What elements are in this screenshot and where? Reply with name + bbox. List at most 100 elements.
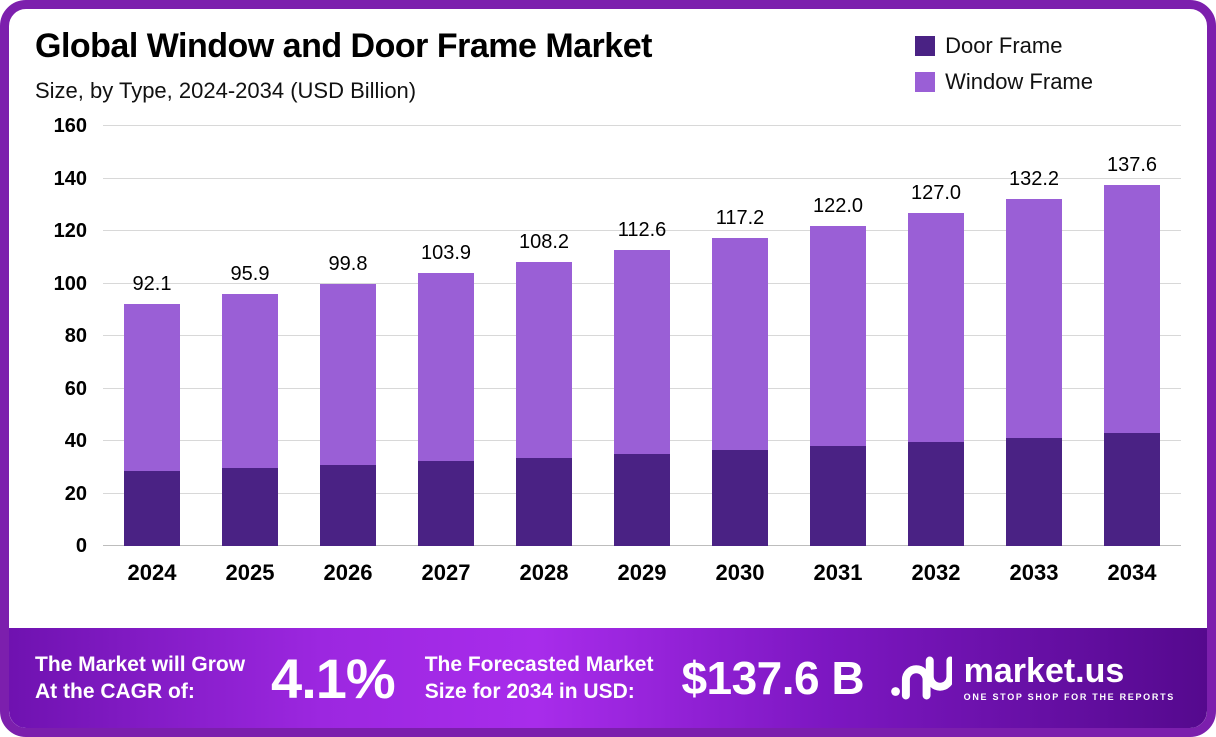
y-axis-tick-label: 20 [64, 482, 87, 505]
bar-slot-2024: 92.1 [103, 126, 201, 546]
legend-item-door-frame: Door Frame [915, 33, 1093, 59]
forecast-label: The Forecasted Market Size for 2034 in U… [425, 651, 654, 706]
market-us-logo-icon [890, 656, 952, 700]
x-axis-label: 2033 [1009, 560, 1059, 585]
bar-total-label: 92.1 [132, 273, 172, 296]
bar-segment-window-frame [418, 273, 474, 462]
bar-slot-2027: 103.9 [397, 126, 495, 546]
legend: Door Frame Window Frame [915, 27, 1181, 95]
bar-segment-window-frame [516, 262, 572, 458]
bar-total-label: 99.8 [328, 253, 368, 276]
legend-color-swatch-window-frame [915, 72, 936, 92]
bar-segment-window-frame [1006, 198, 1062, 438]
bar-slot-2032: 127.0 [887, 126, 985, 546]
bar-slot-2033: 132.2 [985, 126, 1083, 546]
bar-total-label: 112.6 [617, 219, 667, 242]
bar-2028 [516, 262, 572, 546]
forecast-label-line2: Size for 2034 in USD: [424, 680, 635, 703]
x-axis: 2024 2025 2026 2027 2028 2029 2030 2031 2032 2033… [103, 560, 1181, 586]
forecast-label-line1: The Forecasted Market [424, 652, 654, 676]
plot-area: 92.1 95.9 99.8 103.9 108.2 112.6 117.2 122.0 127… [103, 125, 1181, 546]
bar-slot-2034: 137.6 [1083, 126, 1181, 546]
header: Global Window and Door Frame Market Size… [35, 27, 1181, 104]
bar-2025 [222, 294, 278, 546]
bar-slot-2026: 99.8 [299, 126, 397, 546]
x-axis-label: 2029 [617, 560, 667, 585]
bar-segment-door-frame [222, 468, 278, 546]
bar-total-label: 95.9 [230, 263, 270, 286]
bar-2029 [614, 250, 670, 546]
x-axis-label: 2027 [421, 560, 471, 585]
bar-segment-door-frame [418, 461, 474, 546]
logo-text: market.us ONE STOP SHOP FOR THE REPORTS [964, 654, 1175, 702]
bar-slot-2025: 95.9 [201, 126, 299, 546]
bars-row: 92.1 95.9 99.8 103.9 108.2 112.6 117.2 122.0 127… [103, 126, 1181, 546]
bar-slot-2029: 112.6 [593, 126, 691, 546]
bar-2031 [810, 225, 866, 546]
cagr-value: 4.1% [271, 646, 396, 710]
x-axis-label: 2032 [911, 560, 961, 585]
bar-total-label: 103.9 [420, 242, 472, 265]
y-axis-tick-label: 80 [64, 325, 87, 347]
bar-total-label: 132.2 [1008, 167, 1060, 190]
stacked-bar-chart: 0 20 40 60 80 100 120 140 160 92.1 95.9 99.8 103.9 1… [35, 115, 1181, 586]
bar-segment-door-frame [320, 464, 376, 546]
bar-segment-door-frame [124, 471, 180, 546]
bar-segment-door-frame [908, 442, 964, 546]
legend-label-window-frame: Window Frame [945, 69, 1093, 94]
bar-segment-window-frame [614, 250, 670, 455]
bar-segment-door-frame [614, 454, 670, 546]
gridline [103, 125, 1181, 126]
y-axis-tick-label: 0 [75, 535, 87, 557]
x-axis-label: 2026 [323, 560, 373, 585]
bar-2032 [908, 212, 964, 546]
legend-item-window-frame: Window Frame [915, 69, 1093, 95]
chart-subtitle: Size, by Type, 2024-2034 (USD Billion) [35, 78, 417, 103]
bar-segment-door-frame [810, 446, 866, 546]
legend-color-swatch-door-frame [915, 36, 936, 56]
bar-segment-window-frame [222, 294, 278, 469]
bar-2033 [1006, 198, 1062, 546]
bar-total-label: 127.0 [910, 181, 962, 204]
y-axis-tick-label: 120 [53, 220, 87, 242]
bar-segment-door-frame [516, 457, 572, 546]
bar-total-label: 122.0 [812, 194, 864, 217]
y-axis-tick-label: 160 [53, 115, 87, 137]
bar-segment-window-frame [1104, 184, 1160, 434]
bar-segment-window-frame [810, 225, 866, 447]
bar-segment-door-frame [712, 450, 768, 546]
x-axis-label: 2031 [813, 560, 863, 585]
y-axis-tick-label: 60 [64, 377, 87, 400]
x-axis-label: 2034 [1107, 560, 1157, 585]
gridline [103, 230, 1181, 231]
page-title: Global Window and Door Frame Market [35, 27, 652, 65]
bar-segment-door-frame [1006, 437, 1062, 546]
gridline [103, 177, 1181, 179]
bar-slot-2028: 108.2 [495, 126, 593, 546]
bar-2030 [712, 238, 768, 546]
market-us-logo: market.us ONE STOP SHOP FOR THE REPORTS [890, 654, 1181, 702]
bar-slot-2030: 117.2 [691, 126, 789, 546]
brand-tagline: ONE STOP SHOP FOR THE REPORTS [963, 692, 1175, 702]
y-axis: 0 20 40 60 80 100 120 140 160 [35, 115, 103, 557]
bar-2034 [1104, 184, 1160, 546]
title-block: Global Window and Door Frame Market Size… [35, 27, 652, 104]
footer-banner: The Market will Grow At the CAGR of: 4.1… [9, 628, 1207, 728]
x-axis-label: 2024 [127, 560, 177, 585]
y-axis-tick-label: 40 [64, 430, 87, 452]
cagr-label-line2: At the CAGR of: [35, 680, 195, 703]
x-axis-label: 2028 [519, 560, 569, 585]
x-axis-label: 2025 [225, 560, 275, 585]
legend-label-door-frame: Door Frame [945, 33, 1063, 58]
bar-segment-window-frame [124, 304, 180, 472]
bar-total-label: 108.2 [518, 231, 570, 253]
bar-2027 [418, 273, 474, 546]
bar-segment-window-frame [712, 238, 768, 451]
bar-total-label: 117.2 [715, 207, 765, 230]
bar-segment-window-frame [908, 212, 964, 443]
bar-slot-2031: 122.0 [789, 126, 887, 546]
chart-panel: Global Window and Door Frame Market Size… [9, 9, 1207, 628]
chart-main: 0 20 40 60 80 100 120 140 160 92.1 95.9 99.8 103.9 1… [35, 115, 1181, 557]
bar-2024 [124, 304, 180, 546]
